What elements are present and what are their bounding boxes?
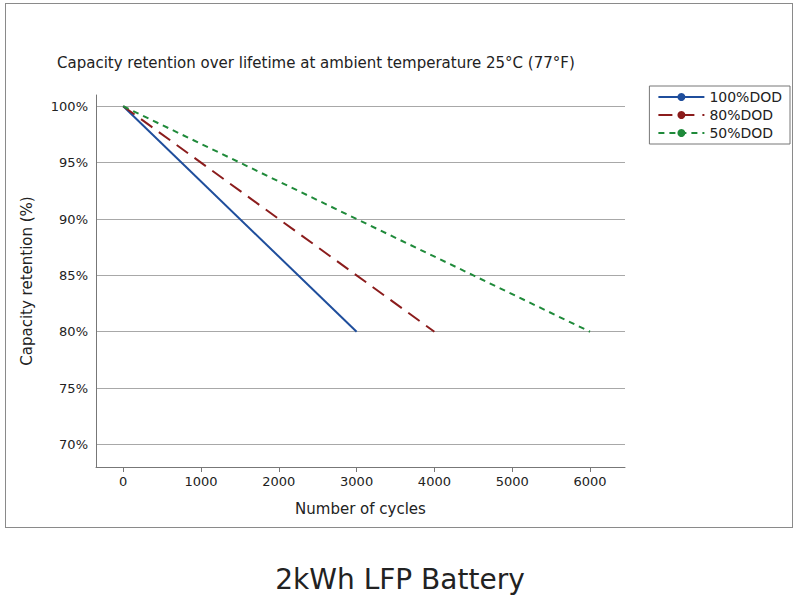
- svg-text:Capacity retention (%): Capacity retention (%): [18, 196, 36, 365]
- svg-text:70%: 70%: [59, 437, 88, 452]
- svg-text:90%: 90%: [59, 212, 88, 227]
- svg-text:2kWh LFP Battery: 2kWh LFP Battery: [275, 563, 524, 596]
- svg-text:Number of cycles: Number of cycles: [295, 500, 426, 518]
- svg-text:3000: 3000: [340, 474, 373, 489]
- svg-text:100%: 100%: [51, 99, 88, 114]
- svg-text:2000: 2000: [262, 474, 295, 489]
- svg-text:6000: 6000: [573, 474, 606, 489]
- svg-text:0: 0: [119, 474, 127, 489]
- svg-text:50%DOD: 50%DOD: [709, 125, 773, 141]
- svg-text:85%: 85%: [59, 268, 88, 283]
- svg-text:1000: 1000: [184, 474, 217, 489]
- svg-text:Capacity retention over lifeti: Capacity retention over lifetime at ambi…: [57, 54, 575, 72]
- svg-text:95%: 95%: [59, 155, 88, 170]
- svg-text:100%DOD: 100%DOD: [709, 89, 782, 105]
- svg-text:5000: 5000: [496, 474, 529, 489]
- svg-text:80%DOD: 80%DOD: [709, 107, 773, 123]
- svg-text:4000: 4000: [418, 474, 451, 489]
- svg-text:75%: 75%: [59, 381, 88, 396]
- svg-text:80%: 80%: [59, 324, 88, 339]
